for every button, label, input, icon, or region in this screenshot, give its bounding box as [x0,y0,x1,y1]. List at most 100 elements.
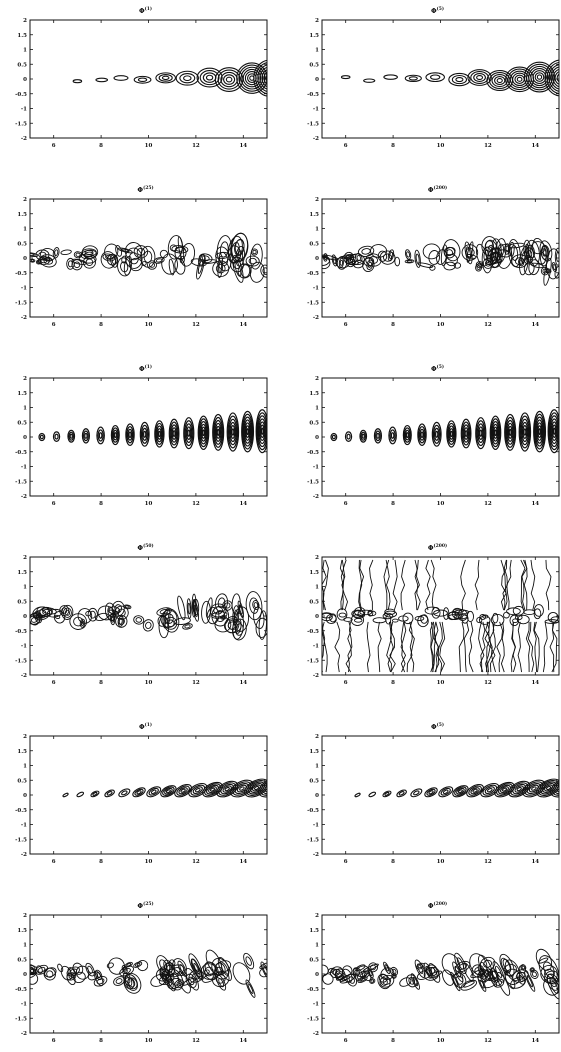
contour-line [185,973,197,989]
contour-line [180,788,186,793]
contour-line [540,266,549,276]
y-tick-label: 0.5 [17,778,27,784]
contour-line [360,431,367,441]
y-tick-label: 1.5 [17,33,27,39]
contour-line [111,256,117,265]
contour-line [97,429,104,442]
contour-line [417,964,424,969]
contour-line [527,621,535,673]
contour-line [531,971,537,978]
contour-line [368,791,377,798]
contour-line [205,74,214,81]
contour-line [486,787,493,793]
contour-line [215,246,232,272]
contour-lines [30,232,267,283]
contour-line [104,602,117,621]
contour-line [135,617,142,623]
contour-line [466,241,474,263]
contour-line [159,966,173,987]
y-tick-label: -1 [313,1002,319,1008]
contour-line [336,608,348,621]
x-tick-label: 8 [391,143,395,149]
contour-line [136,790,142,795]
contour-line [494,429,497,437]
contour-line [389,621,396,673]
contour-line [477,965,487,981]
contour-line [259,421,266,442]
x-tick-label: 12 [192,143,200,149]
contour-line [551,262,558,273]
contour-line [204,783,221,796]
contour-line [227,415,239,449]
contour-line [156,425,163,443]
x-tick-label: 8 [99,322,103,328]
contour-line [442,607,450,620]
contour-line [501,559,508,611]
y-tick-label: 0 [315,77,319,83]
contour-line [458,621,465,673]
contour-line [501,787,507,792]
contour-line [460,979,478,991]
y-tick-label: -1.5 [307,837,319,843]
contour-line [478,621,485,673]
contour-line [192,599,200,622]
contour-line [81,248,97,257]
contour-line [208,786,217,794]
contour-line [194,787,201,793]
contour-line [425,559,431,611]
x-tick-label: 14 [239,859,247,865]
contour-line [217,597,226,609]
contour-line [492,961,505,983]
y-tick-label: 2 [315,555,319,561]
contour-line [436,621,443,673]
contour-line [206,607,220,625]
contour-line [226,412,240,452]
contour-line [77,608,93,624]
contour-line [227,235,243,264]
contour-lines [38,409,267,454]
contour-line [448,611,460,620]
contour-line [112,429,118,441]
y-tick-label: 1 [23,943,27,949]
contour-line [258,610,267,640]
contour-line [446,249,453,256]
y-tick-label: 2 [23,555,27,561]
contour-line [481,246,493,274]
y-tick-label: -1.5 [307,479,319,485]
contour-line [337,976,343,980]
contour-line [92,791,98,796]
contour-line [443,261,456,271]
contour-line [516,76,523,82]
y-tick-label: 0.5 [309,420,319,426]
x-tick-label: 6 [52,322,56,328]
contour-line [377,250,388,262]
contour-line [330,432,338,442]
contour-line [391,618,399,623]
contour-line [414,559,420,611]
contour-line [232,255,244,283]
contour-line [108,957,125,975]
contour-line [62,792,69,798]
y-tick-label: -0.5 [307,271,319,277]
contour-line [191,593,197,618]
contour-line [442,969,454,986]
contour-line [533,410,547,453]
contour-line [268,76,272,81]
contour-line [171,967,181,975]
contour-line [414,559,421,611]
contour-line [201,426,206,439]
contour-line [183,75,192,82]
contour-line [230,425,236,439]
contour-line [145,621,152,629]
x-tick-label: 14 [531,501,539,507]
contour-line [492,423,499,442]
contour-line [404,429,410,441]
y-tick-label: -0.5 [307,629,319,635]
contour-line [156,428,162,440]
contour-line [440,787,451,796]
contour-line [205,949,223,976]
x-tick-label: 10 [145,143,153,149]
contour-line [544,619,559,624]
contour-line [177,595,186,621]
contour-lines [30,591,267,641]
